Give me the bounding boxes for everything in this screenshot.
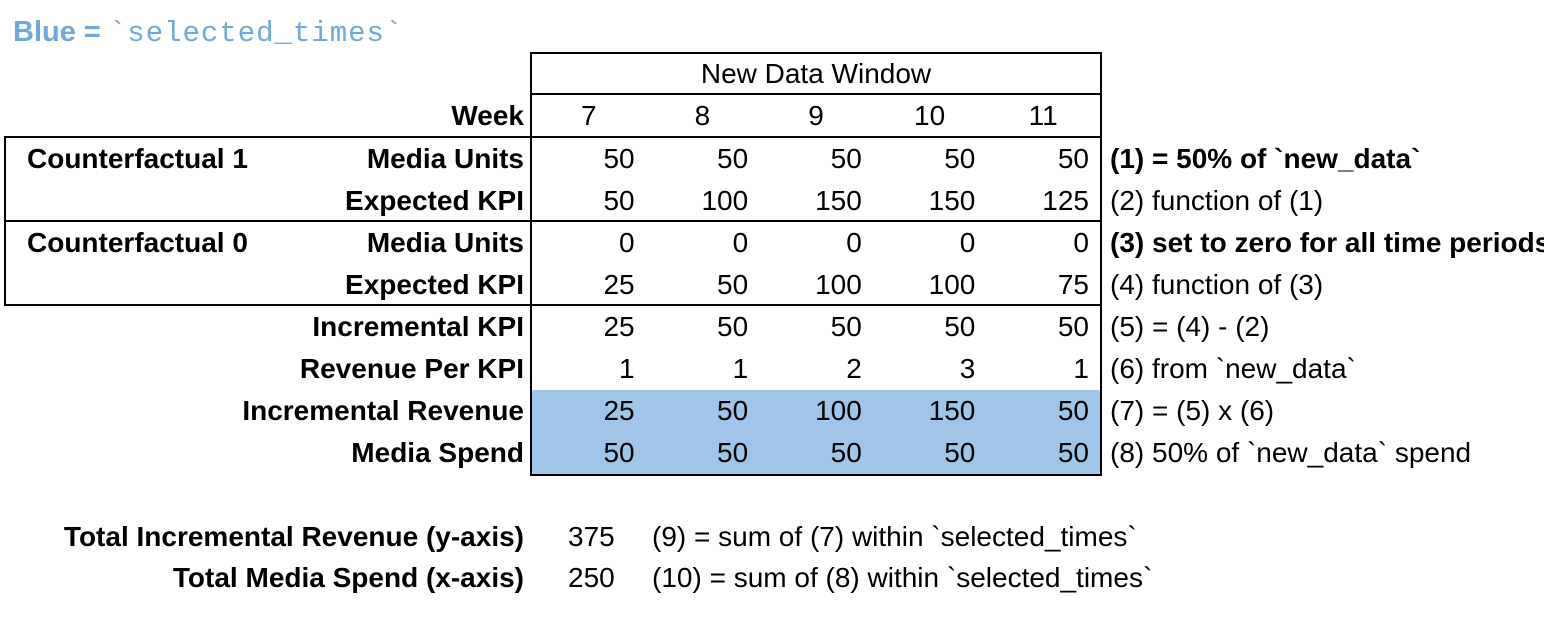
table-cell-value: 150 bbox=[815, 185, 862, 216]
annotation-6: (6) from `new_data` bbox=[1110, 353, 1356, 384]
week-number-cell: 10 bbox=[914, 100, 946, 131]
table-cell-value: 50 bbox=[717, 269, 749, 300]
table-cell-value: 0 bbox=[1073, 227, 1089, 258]
table-cell-value: 25 bbox=[603, 269, 635, 300]
legend-code-selected-times: `selected_times` bbox=[108, 17, 404, 50]
week-number-cell: 11 bbox=[1028, 100, 1058, 131]
section-divider-line bbox=[532, 304, 1100, 306]
table-cell-value: 50 bbox=[603, 185, 635, 216]
table-cell-value: 50 bbox=[717, 143, 749, 174]
annotation-1: (1) = 50% of `new_data` bbox=[1110, 143, 1421, 174]
table-cell-value: 3 bbox=[959, 353, 976, 384]
total-incremental-revenue-label: Total Incremental Revenue (y-axis) bbox=[63, 521, 524, 552]
table-cell-value: 25 bbox=[603, 311, 635, 342]
total-media-spend-label: Total Media Spend (x-axis) bbox=[172, 562, 524, 593]
total-media-spend-value: 250 bbox=[568, 562, 615, 593]
table-cell-value: 100 bbox=[701, 185, 749, 216]
table-cell-value: 25 bbox=[603, 395, 635, 426]
table-cell-value: 50 bbox=[717, 437, 749, 468]
row-label-incremental-revenue: Incremental Revenue bbox=[242, 395, 524, 426]
counterfactual-1-label: Counterfactual 1 bbox=[27, 143, 248, 174]
row-label-incremental-kpi: Incremental KPI bbox=[312, 311, 524, 342]
table-cell-value: 150 bbox=[928, 395, 976, 426]
row-label-media-spend: Media Spend bbox=[351, 437, 524, 468]
week-numbers-row: 7 8 9 10 11 bbox=[530, 95, 1102, 136]
table-cell-value: 50 bbox=[1057, 437, 1089, 468]
table-cell-value: 0 bbox=[619, 227, 635, 258]
annotation-2: (2) function of (1) bbox=[1110, 185, 1324, 216]
counterfactual-0-label: Counterfactual 0 bbox=[27, 227, 248, 258]
week-number-cell: 9 bbox=[808, 100, 824, 131]
row-label-column: Media Units Expected KPI Media Units Exp… bbox=[0, 138, 524, 474]
legend-prefix: Blue = bbox=[13, 16, 109, 48]
table-cell-value: 125 bbox=[1042, 185, 1089, 216]
table-row: 25 50 100 100 75 bbox=[532, 264, 1100, 306]
table-row: 50 100 150 150 125 bbox=[532, 180, 1100, 222]
table-cell-value: 100 bbox=[815, 395, 862, 426]
new-data-window-header: New Data Window bbox=[530, 52, 1102, 95]
table-cell-value: 0 bbox=[846, 227, 862, 258]
week-row-label: Week bbox=[451, 100, 524, 131]
table-cell-value: 0 bbox=[959, 227, 976, 258]
table-cell-value: 50 bbox=[603, 437, 635, 468]
legend-text: Blue = `selected_times` bbox=[13, 16, 403, 50]
annotation-5: (5) = (4) - (2) bbox=[1110, 311, 1270, 342]
total-incremental-revenue-value: 375 bbox=[568, 521, 615, 552]
table-cell-value: 50 bbox=[830, 437, 862, 468]
annotation-3: (3) set to zero for all time periods bbox=[1110, 227, 1544, 258]
annotation-4: (4) function of (3) bbox=[1110, 269, 1324, 300]
table-row: 1 1 2 3 1 bbox=[532, 348, 1100, 390]
section-divider-line bbox=[532, 220, 1100, 222]
table-row-highlighted-media-spend: 50 50 50 50 50 bbox=[532, 432, 1100, 474]
table-row-highlighted-incremental-revenue: 25 50 100 150 50 bbox=[532, 390, 1100, 432]
table-cell-value: 50 bbox=[830, 311, 862, 342]
table-cell-value: 0 bbox=[732, 227, 749, 258]
table-cell-value: 50 bbox=[1057, 143, 1089, 174]
table-cell-value: 50 bbox=[944, 311, 976, 342]
row-label-expected-kpi-cf1: Expected KPI bbox=[345, 185, 524, 216]
annotation-column: (1) = 50% of `new_data` (2) function of … bbox=[1110, 138, 1544, 474]
table-cell-value: 50 bbox=[1057, 311, 1089, 342]
table-cell-value: 50 bbox=[830, 143, 862, 174]
counterfactual-group-divider bbox=[6, 220, 530, 222]
table-cell-value: 50 bbox=[717, 311, 749, 342]
table-cell-value: 75 bbox=[1057, 269, 1089, 300]
table-cell-value: 100 bbox=[815, 269, 862, 300]
annotation-10: (10) = sum of (8) within `selected_times… bbox=[652, 562, 1153, 593]
table-cell-value: 1 bbox=[619, 353, 635, 384]
row-label-media-units-cf1: Media Units bbox=[366, 143, 524, 174]
table-cell-value: 50 bbox=[944, 143, 976, 174]
table-cell-value: 2 bbox=[846, 353, 862, 384]
row-label-expected-kpi-cf0: Expected KPI bbox=[345, 269, 524, 300]
row-label-media-units-cf0: Media Units bbox=[366, 227, 524, 258]
table-cell-value: 1 bbox=[1073, 353, 1089, 384]
week-number-cell: 7 bbox=[581, 100, 597, 131]
table-cell-value: 50 bbox=[717, 395, 749, 426]
table-row: 25 50 50 50 50 bbox=[532, 306, 1100, 348]
table-cell-value: 100 bbox=[928, 269, 976, 300]
row-label-revenue-per-kpi: Revenue Per KPI bbox=[299, 353, 524, 384]
annotation-9: (9) = sum of (7) within `selected_times` bbox=[652, 521, 1137, 552]
annotation-8: (8) 50% of `new_data` spend bbox=[1110, 437, 1472, 468]
table-cell-value: 1 bbox=[732, 353, 749, 384]
week-number-cell: 8 bbox=[694, 100, 711, 131]
table-cell-value: 150 bbox=[928, 185, 976, 216]
table-cell-value: 50 bbox=[944, 437, 976, 468]
table-row: 50 50 50 50 50 bbox=[532, 138, 1100, 180]
table-cell-value: 50 bbox=[603, 143, 635, 174]
table-cell-value: 50 bbox=[1057, 395, 1089, 426]
annotation-7: (7) = (5) x (6) bbox=[1110, 395, 1275, 426]
table-row: 0 0 0 0 0 bbox=[532, 222, 1100, 264]
